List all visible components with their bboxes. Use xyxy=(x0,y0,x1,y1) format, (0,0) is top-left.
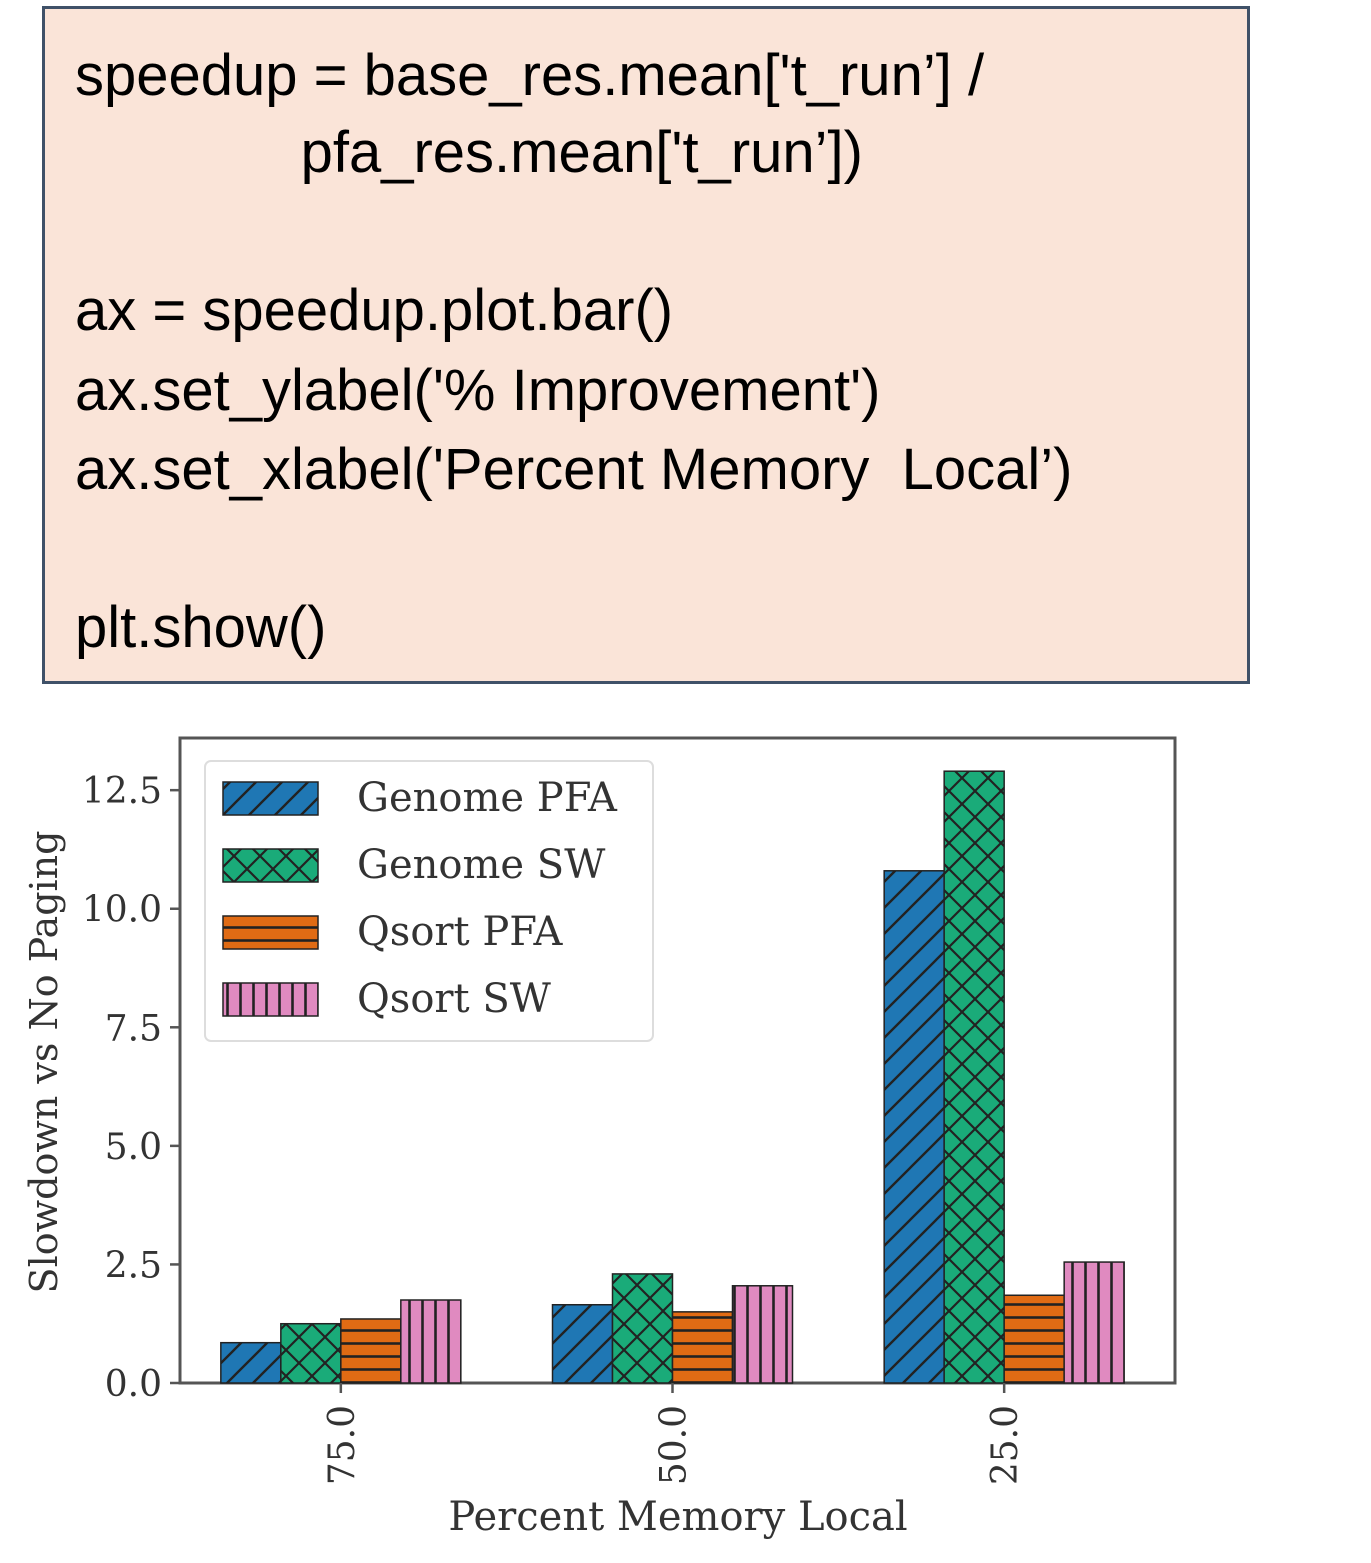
bar-hatch xyxy=(1063,1261,1125,1384)
y-tick-label: 10.0 xyxy=(82,890,162,931)
y-tick-label: 2.5 xyxy=(105,1245,162,1286)
x-tick-label: 75.0 xyxy=(322,1405,363,1485)
legend-label: Qsort PFA xyxy=(357,909,564,955)
bar-hatch xyxy=(551,1303,614,1384)
bar-hatch xyxy=(671,1311,734,1384)
bar-hatch xyxy=(400,1299,462,1384)
legend-label: Qsort SW xyxy=(357,976,551,1022)
x-tick-label: 25.0 xyxy=(985,1405,1026,1485)
code-line: ax.set_xlabel('Percent Memory Local’) xyxy=(75,437,1073,502)
legend-frame xyxy=(204,760,654,1042)
y-axis-label: Slowdown vs No Paging xyxy=(22,831,66,1294)
code-line: speedup = base_res.mean['t_run’] / xyxy=(75,43,985,108)
bar-hatch xyxy=(883,870,945,1384)
x-axis-label: Percent Memory Local xyxy=(448,1494,907,1540)
bar-hatch xyxy=(943,770,1005,1384)
bar-chart: 0.0 2.5 5.0 7.5 10.0 12.5 75.0 50.0 25.0 Slowdo… xyxy=(22,736,1177,1540)
y-tick-label: 12.5 xyxy=(82,771,162,812)
bar-hatch xyxy=(611,1273,674,1384)
bar-hatch xyxy=(1003,1294,1065,1384)
x-axis: 75.0 50.0 25.0 xyxy=(322,1383,1026,1485)
legend-swatch-hatch xyxy=(222,982,319,1017)
code-line: ax.set_ylabel('% Improvement') xyxy=(75,358,881,423)
bars xyxy=(220,770,1125,1384)
legend-swatch-hatch xyxy=(222,915,319,950)
legend-label: Genome PFA xyxy=(357,775,618,821)
bar-hatch xyxy=(731,1285,794,1384)
x-tick-label: 50.0 xyxy=(654,1405,695,1485)
bar-hatch xyxy=(280,1322,342,1384)
bar-hatch xyxy=(340,1318,402,1384)
y-tick-label: 0.0 xyxy=(105,1364,162,1405)
y-tick-label: 7.5 xyxy=(105,1008,162,1049)
y-tick-label: 5.0 xyxy=(105,1127,162,1168)
legend-swatch-hatch xyxy=(222,781,319,816)
code-line: plt.show() xyxy=(75,595,327,660)
legend-swatch-hatch xyxy=(222,848,319,883)
bar-hatch xyxy=(220,1341,282,1384)
y-axis: 0.0 2.5 5.0 7.5 10.0 12.5 xyxy=(82,771,180,1405)
legend-label: Genome SW xyxy=(357,842,605,888)
code-block: speedup = base_res.mean['t_run’] / pfa_r… xyxy=(42,6,1250,684)
legend: Genome PFA Genome SW Qsort PFA Qsort SW xyxy=(204,760,654,1042)
code-line: pfa_res.mean['t_run’]) xyxy=(75,120,863,185)
code-line: ax = speedup.plot.bar() xyxy=(75,278,674,343)
